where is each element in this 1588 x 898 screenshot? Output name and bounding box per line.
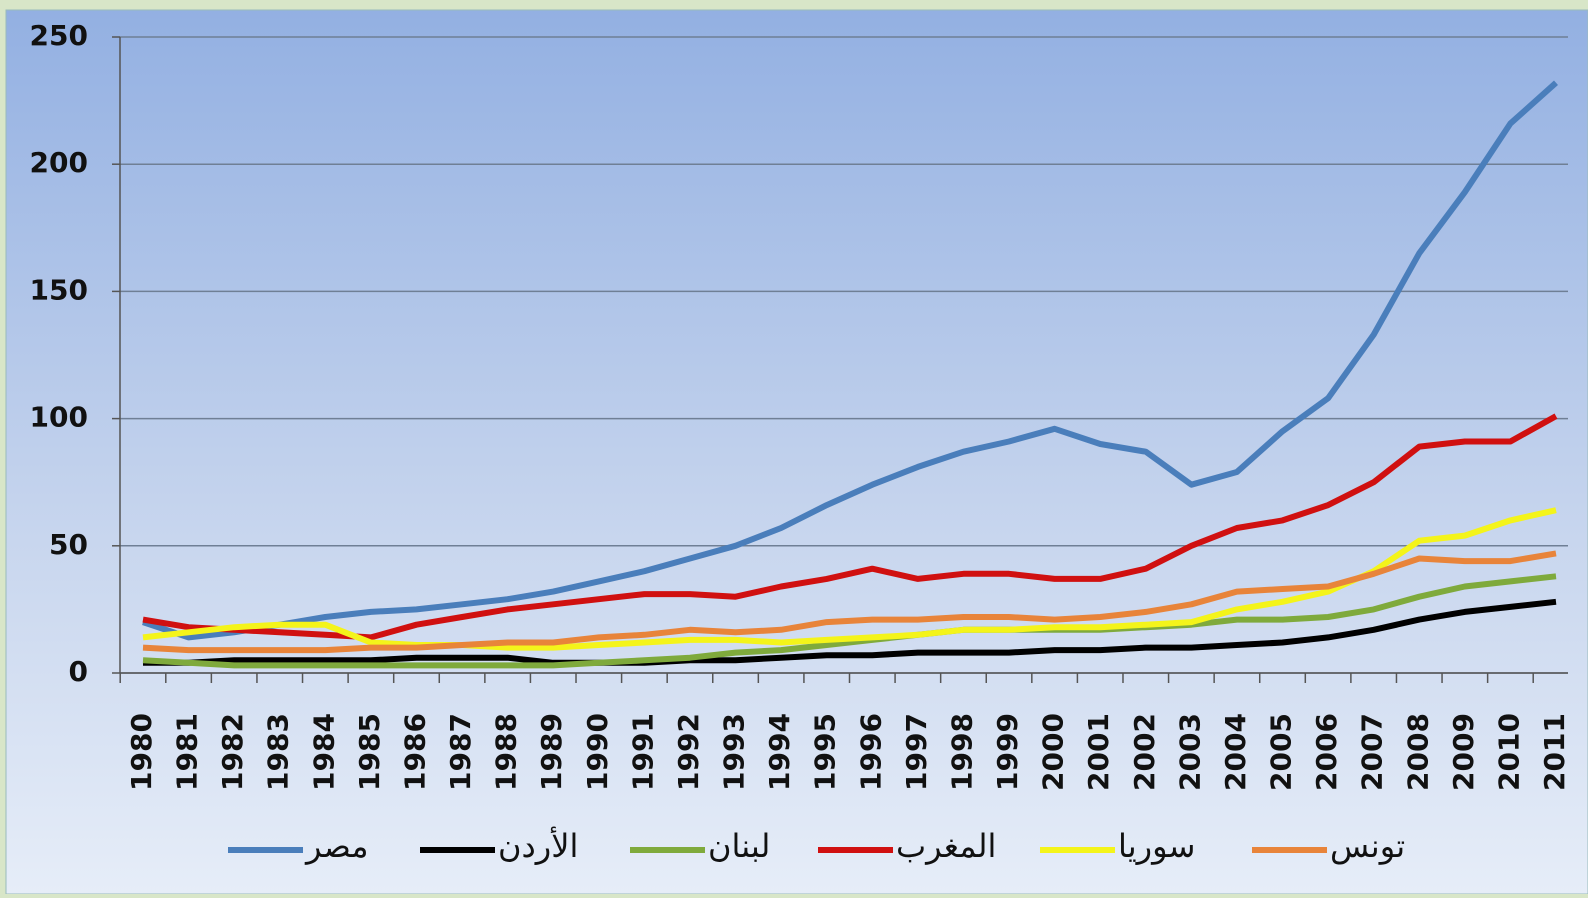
x-tick-label: 1983	[262, 713, 295, 791]
series-line	[143, 598, 1557, 666]
x-tick-label: 1989	[535, 713, 568, 791]
x-tick-label: 2007	[1356, 713, 1389, 791]
x-tick-label: 1984	[307, 713, 340, 791]
legend-label: لبنان	[708, 827, 770, 865]
x-tick-label: 2009	[1447, 713, 1480, 791]
x-tick-label: 1994	[763, 713, 796, 791]
x-tick-label: 2008	[1401, 713, 1434, 791]
y-tick-label: 100	[30, 401, 88, 434]
x-tick-label: 2004	[1219, 713, 1252, 791]
legend-label: المغرب	[896, 827, 996, 865]
y-tick-label: 50	[49, 528, 88, 561]
series-line	[142, 573, 1557, 669]
x-tick-label: 1987	[444, 713, 477, 791]
x-tick-label: 1985	[353, 713, 386, 791]
x-tick-label: 2006	[1310, 713, 1343, 791]
x-tick-label: 1988	[490, 713, 523, 791]
x-tick-label: 1990	[581, 713, 614, 791]
x-tick-label: 1982	[216, 713, 249, 791]
chart-background	[5, 9, 1588, 895]
x-tick-label: 1981	[171, 713, 204, 791]
x-tick-label: 1986	[398, 713, 431, 791]
x-tick-label: 1993	[718, 713, 751, 791]
legend-label: مصر	[304, 827, 369, 865]
x-tick-label: 1991	[626, 713, 659, 791]
legend-label: سوريا	[1118, 827, 1195, 865]
x-tick-label: 1995	[809, 713, 842, 791]
y-tick-label: 150	[30, 273, 88, 306]
x-tick-label: 2011	[1538, 713, 1571, 791]
series-line	[142, 507, 1557, 651]
x-tick-label: 1999	[991, 713, 1024, 791]
y-tick-label: 250	[30, 19, 88, 52]
x-tick-label: 2000	[1037, 713, 1070, 791]
x-tick-label: 1996	[854, 713, 887, 791]
x-tick-label: 2001	[1082, 713, 1115, 791]
x-tick-label: 1992	[672, 713, 705, 791]
y-tick-label: 0	[69, 655, 88, 688]
x-tick-label: 1998	[945, 713, 978, 791]
x-tick-label: 1997	[900, 713, 933, 791]
x-tick-label: 2005	[1265, 713, 1298, 791]
x-tick-label: 1980	[125, 713, 158, 791]
legend-label: الأردن	[498, 826, 578, 865]
series-line	[142, 413, 1558, 641]
series-line	[142, 80, 1558, 641]
x-tick-label: 2003	[1173, 713, 1206, 791]
series-line	[142, 550, 1557, 654]
x-tick-label: 2002	[1128, 713, 1161, 791]
x-tick-label: 2010	[1492, 713, 1525, 791]
y-tick-label: 200	[30, 146, 88, 179]
legend-label: تونس	[1330, 827, 1405, 865]
